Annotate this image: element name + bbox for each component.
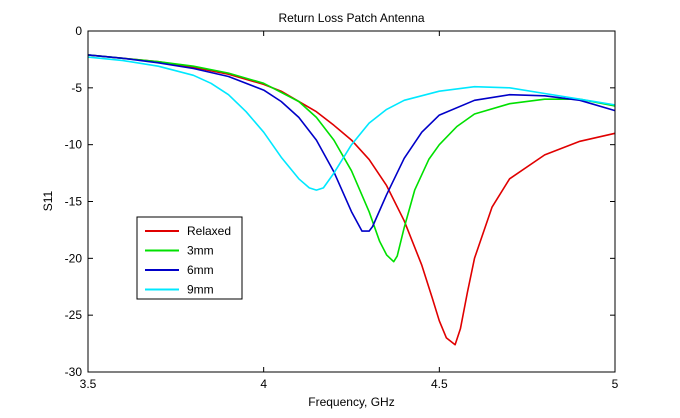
x-tick-label: 4.5 xyxy=(431,377,448,391)
y-tick-label: 0 xyxy=(75,24,82,38)
series-layer xyxy=(87,54,616,346)
ticks-layer: 3.5 4 4.5 5 0 -5 -10 -15 -20 -25 -30 xyxy=(65,24,619,391)
y-tick-label: -15 xyxy=(65,195,83,209)
y-tick-label: -5 xyxy=(71,81,82,95)
x-tick-label: 4 xyxy=(260,377,267,391)
y-tick-label: -30 xyxy=(65,365,83,379)
y-axis-label: S11 xyxy=(41,190,55,211)
legend-label-3mm: 3mm xyxy=(187,244,214,258)
legend-label-6mm: 6mm xyxy=(187,263,214,277)
series-line-9mm xyxy=(87,56,616,191)
legend: Relaxed 3mm 6mm 9mm xyxy=(136,216,243,300)
legend-label-9mm: 9mm xyxy=(187,283,214,297)
series-line-6mm xyxy=(87,54,616,232)
x-tick-label: 5 xyxy=(612,377,619,391)
x-axis-label: Frequency, GHz xyxy=(308,395,394,409)
plot-area xyxy=(88,31,615,372)
series-line-3mm xyxy=(87,54,616,263)
y-tick-label: -20 xyxy=(65,251,83,265)
series-line-relaxed xyxy=(87,54,616,346)
x-tick-label: 3.5 xyxy=(80,377,97,391)
y-tick-label: -25 xyxy=(65,308,83,322)
chart-title: Return Loss Patch Antenna xyxy=(278,11,424,25)
legend-label-relaxed: Relaxed xyxy=(187,224,231,238)
y-tick-label: -10 xyxy=(65,138,83,152)
